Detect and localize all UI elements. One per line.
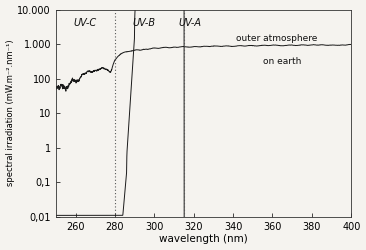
Text: UV-A: UV-A bbox=[178, 18, 201, 28]
Text: UV-C: UV-C bbox=[74, 18, 97, 28]
Text: UV-B: UV-B bbox=[133, 18, 156, 28]
Text: on earth: on earth bbox=[263, 57, 302, 66]
X-axis label: wavelength (nm): wavelength (nm) bbox=[159, 234, 248, 244]
Text: outer atmosphere: outer atmosphere bbox=[236, 34, 317, 42]
Y-axis label: spectral irradiation (mW.m⁻².nm⁻¹): spectral irradiation (mW.m⁻².nm⁻¹) bbox=[5, 40, 15, 186]
